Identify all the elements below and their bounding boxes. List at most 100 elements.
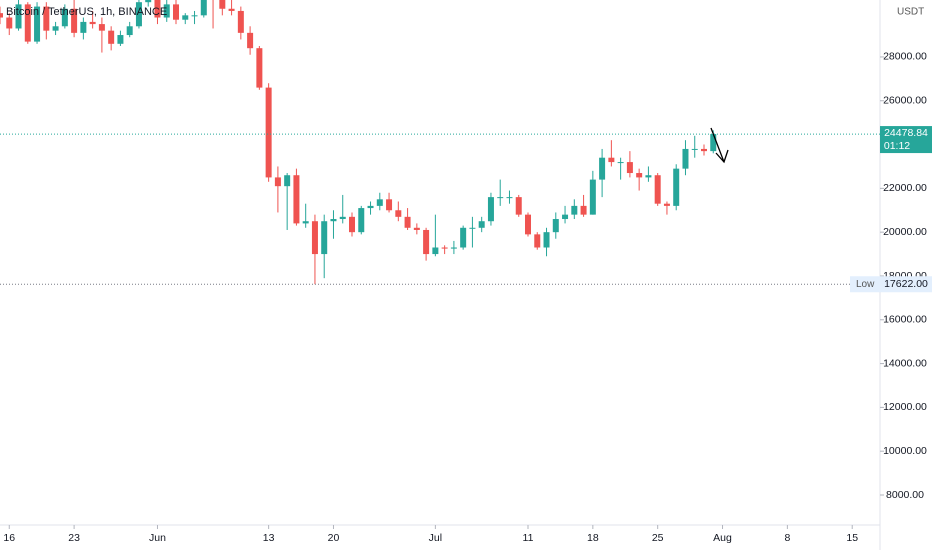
- candle-body: [126, 26, 133, 36]
- y-tick-label: 20000.00: [883, 226, 927, 238]
- x-tick-label: 8: [784, 532, 790, 544]
- candle-body: [15, 4, 22, 29]
- candle-body: [98, 24, 105, 31]
- candle-body: [691, 148, 698, 150]
- x-tick-label: Aug: [713, 532, 732, 544]
- x-tick-label: 20: [328, 532, 340, 544]
- x-tick-label: Jun: [149, 532, 166, 544]
- candle-body: [0, 13, 3, 18]
- candle-body: [24, 4, 31, 42]
- candle-body: [506, 197, 513, 199]
- candle-body: [61, 8, 68, 27]
- candle-body: [321, 221, 328, 255]
- candle-body: [71, 8, 78, 33]
- y-tick-label: 14000.00: [883, 357, 927, 369]
- candle-body: [710, 134, 717, 152]
- candle-body: [349, 216, 355, 233]
- y-tick-label: 10000.00: [883, 445, 927, 457]
- candle-body: [284, 175, 291, 187]
- candle-body: [404, 216, 411, 228]
- x-tick-label: 13: [263, 532, 275, 544]
- candle-body: [6, 17, 13, 29]
- candle-body: [386, 199, 393, 211]
- candle-body: [302, 221, 309, 224]
- candle-body: [182, 15, 189, 20]
- candle-body: [52, 26, 59, 31]
- candle-body: [423, 229, 430, 255]
- candle-body: [543, 232, 550, 248]
- chart-title: Bitcoin / TetherUS, 1h, BINANCE: [6, 6, 167, 18]
- low-label: Low: [856, 279, 875, 290]
- candle-body: [108, 30, 115, 44]
- y-tick-label: 26000.00: [883, 95, 927, 107]
- candle-body: [497, 197, 504, 199]
- candle-body: [117, 35, 124, 44]
- arrow-annotation: [710, 127, 729, 164]
- candle-body: [432, 247, 439, 255]
- plot: [0, 0, 717, 285]
- candle-body: [487, 197, 494, 222]
- candle-body: [562, 214, 569, 220]
- candle-body: [145, 0, 152, 3]
- y-tick-label: 12000.00: [883, 401, 927, 413]
- x-tick-label: 25: [652, 532, 664, 544]
- candle-body: [413, 227, 420, 230]
- axis-unit: USDT: [897, 7, 924, 18]
- candle-body: [478, 221, 485, 228]
- candle-body: [200, 0, 207, 16]
- candle-body: [701, 148, 707, 152]
- candle-body: [589, 179, 596, 215]
- x-tick-label: Jul: [429, 532, 442, 544]
- low-value: 17622.00: [884, 278, 928, 290]
- candle-body: [154, 0, 161, 18]
- x-tick-label: 16: [3, 532, 15, 544]
- candle-body: [367, 205, 374, 209]
- candle-body: [654, 175, 661, 204]
- candle-body: [228, 8, 235, 11]
- x-tick-label: 15: [846, 532, 858, 544]
- candle-body: [460, 227, 467, 248]
- candle-body: [173, 4, 179, 20]
- x-tick-label: 18: [587, 532, 599, 544]
- candle-body: [645, 175, 652, 178]
- candle-body: [274, 177, 281, 187]
- candle-body: [237, 10, 244, 33]
- candle-body: [608, 157, 615, 163]
- candle-body: [339, 216, 346, 220]
- candle-body: [682, 148, 689, 169]
- candle-body: [441, 247, 448, 249]
- candle-body: [571, 205, 578, 215]
- candle-body: [43, 6, 50, 31]
- x-tick-label: 23: [68, 532, 80, 544]
- x-tick-label: 11: [523, 532, 534, 544]
- candle-body: [515, 197, 522, 215]
- candle-body: [599, 157, 606, 180]
- y-tick-label: 22000.00: [883, 182, 927, 194]
- candle-body: [256, 48, 263, 88]
- price-timer: 01:12: [884, 140, 910, 152]
- candle-body: [395, 210, 402, 217]
- candle-body: [663, 203, 670, 206]
- candle-body: [330, 219, 337, 222]
- candle-body: [450, 247, 457, 249]
- low-label-box: [850, 276, 932, 293]
- candle-body: [534, 234, 541, 248]
- candle-body: [469, 227, 476, 229]
- candle-body: [163, 4, 170, 18]
- candle-body: [626, 162, 633, 174]
- candle-body: [34, 6, 41, 42]
- candle-body: [673, 168, 680, 206]
- y-tick-label: 8000.00: [886, 489, 924, 501]
- candle-body: [80, 21, 87, 33]
- price-label: 24478.84: [884, 127, 928, 139]
- candle-body: [135, 2, 142, 27]
- y-tick-label: 28000.00: [883, 51, 927, 63]
- candle-body: [191, 15, 198, 17]
- candle-body: [219, 0, 226, 9]
- candle-body: [525, 214, 531, 235]
- candle-body: [358, 208, 365, 233]
- candle-body: [265, 87, 272, 178]
- y-tick-label: 16000.00: [883, 314, 927, 326]
